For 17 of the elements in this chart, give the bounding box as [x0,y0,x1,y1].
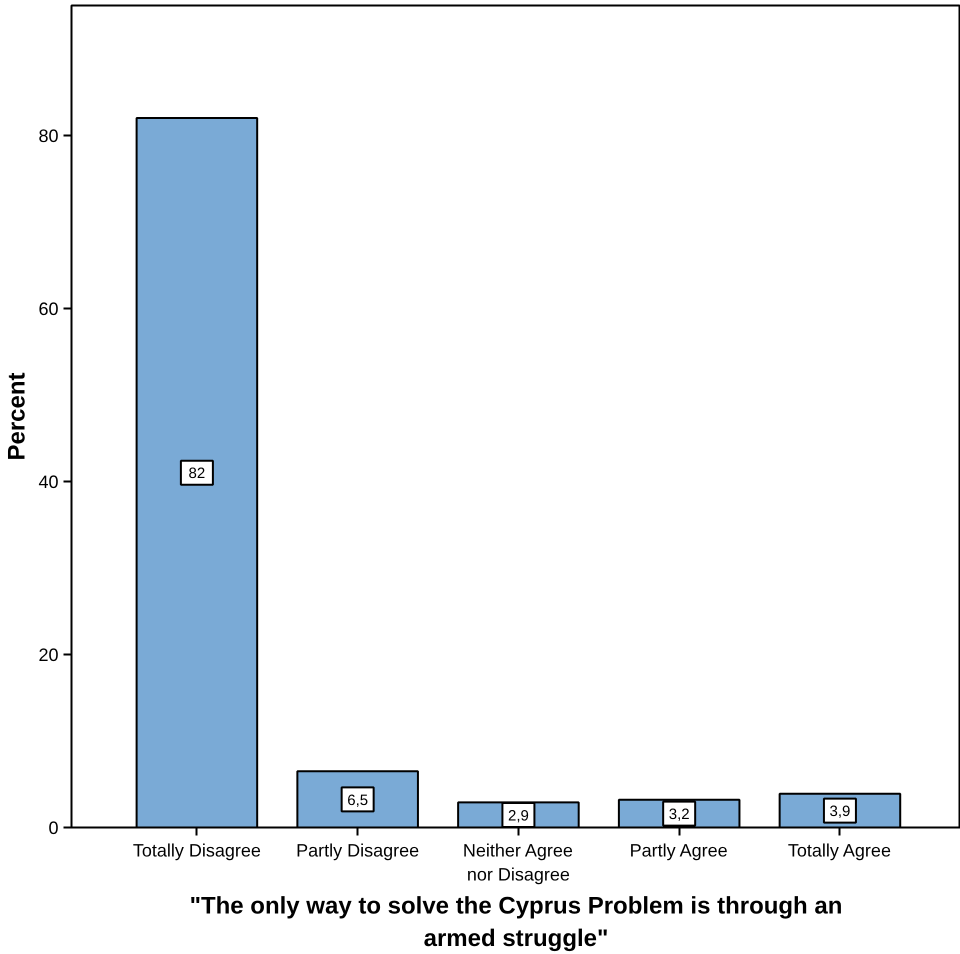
y-tick-label: 80 [38,126,59,146]
x-tick-label: Totally Disagree [132,840,261,860]
data-label: 2,9 [508,807,529,824]
data-label: 3,9 [830,803,850,820]
x-axis-title: "The only way to solve the Cyprus Problem is through an armed struggle" [190,892,842,952]
y-axis-title: Percent [3,372,30,461]
y-tick-label: 20 [38,644,59,665]
y-tick-label: 0 [48,818,59,838]
y-tick-label: 40 [38,472,59,492]
data-label: 3,2 [668,806,690,824]
x-tick-label: Neither Agree nor Disagree [462,840,573,884]
data-label: 82 [188,465,206,482]
data-label: 6,5 [347,792,368,809]
x-tick-label: Totally Agree [788,840,891,860]
y-tick-label: 60 [38,298,59,319]
x-tick-label: Partly Disagree [296,840,420,860]
x-tick-label: Partly Agree [630,840,728,860]
